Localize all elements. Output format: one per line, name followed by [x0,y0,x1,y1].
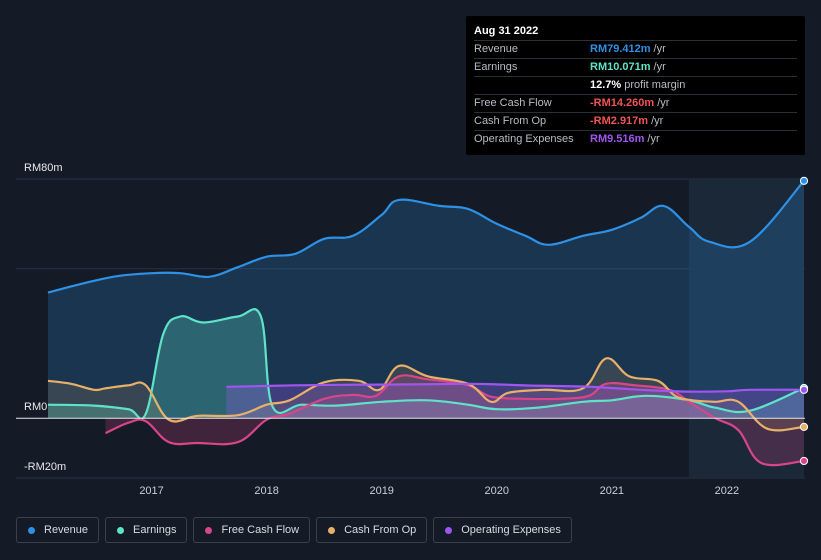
legend-dot-icon [445,526,453,534]
tooltip-row-unit: profit margin [624,79,686,91]
legend-dot-icon [28,526,35,534]
series-lines [47,180,805,467]
tooltip-row-value: -RM2.917m [590,115,649,127]
legend-label: Earnings [133,524,177,536]
highlight-region [688,179,804,478]
tooltip-date: Aug 31 2022 [474,25,539,37]
cash-from-op-line [47,357,805,432]
legend-item-revenue[interactable]: Revenue [16,517,100,543]
y-tick-label: -RM20m [24,461,66,473]
series-end-dots [799,176,809,466]
tooltip-row-label: Free Cash Flow [474,97,552,109]
legend-dot-icon [328,526,336,534]
tooltip-row-value: 12.7% [590,79,622,91]
operating-expenses-line [226,382,805,393]
cash-from-op-area [48,358,804,431]
tooltip-row-value: RM79.412m [590,43,651,55]
legend-label: Revenue [44,524,89,536]
cash-from-op-end-point [799,422,809,431]
revenue-line [47,180,805,294]
tooltip-row-label [474,77,590,94]
tooltip-row: 12.7% profit margin [474,76,797,94]
tooltip-row-label: Cash From Op [474,115,547,127]
tooltip-row-label: Operating Expenses [474,133,574,145]
tooltip-row-unit: /yr [657,97,670,109]
x-tick-label: 2017 [139,485,163,497]
x-axis-labels: 2017 2018 2019 2020 2021 2022 [139,485,739,497]
tooltip-row-unit: /yr [653,43,666,55]
tooltip-row-unit: /yr [651,115,664,127]
tooltip-row: Cash From Op -RM2.917m/yr [474,112,797,130]
tooltip-row: Free Cash Flow -RM14.260m/yr [474,94,797,112]
legend-dot-icon [205,526,213,534]
tooltip-row-label: Revenue [474,43,519,55]
tooltip-rows: Revenue RM79.412m/yr Earnings RM10.071m/yr 1… [474,40,797,148]
chart-legend: Revenue Earnings Free Cash Flow Cash From O… [16,517,572,543]
tooltip-row-value: -RM14.260m [590,97,655,109]
legend-label: Cash From Op [344,524,417,536]
x-tick-label: 2022 [715,485,739,497]
grid-lines [16,178,805,479]
series-areas [48,180,804,466]
tooltip-row-value: RM10.071m [590,61,651,73]
legend-label: Operating Expenses [461,524,561,536]
legend-label: Free Cash Flow [221,524,300,536]
legend-item-cash-from-op[interactable]: Cash From Op [316,517,428,543]
legend-item-free-cash-flow[interactable]: Free Cash Flow [193,517,311,543]
free-cash-flow-end-point [799,456,809,466]
revenue-end-point [799,176,809,185]
tooltip-row: Revenue RM79.412m/yr [474,40,797,58]
y-tick-label: RM80m [24,162,63,174]
operating-expenses-end-point [799,385,809,394]
legend-dot-icon [117,526,125,534]
tooltip-panel: Aug 31 2022 Revenue RM79.412m/yr Earnings R… [466,16,805,155]
tooltip-row: Operating Expenses RM9.516m/yr [474,130,797,148]
operating-expenses-area [226,383,804,419]
earnings-line [47,308,805,421]
x-tick-label: 2020 [485,485,509,497]
tooltip-row: Earnings RM10.071m/yr [474,58,797,76]
x-tick-label: 2019 [369,485,393,497]
tooltip-row-unit: /yr [647,133,660,145]
y-axis-labels: RM80m RM0 -RM20m [24,162,66,473]
x-tick-label: 2018 [254,485,278,497]
legend-item-operating-expenses[interactable]: Operating Expenses [433,517,572,543]
tooltip-row-label: Earnings [474,61,518,73]
legend-item-earnings[interactable]: Earnings [105,517,188,543]
earnings-area [48,309,804,419]
revenue-area [48,180,804,419]
tooltip-row-unit: /yr [653,61,666,73]
y-tick-label: RM0 [24,401,47,413]
tooltip-row-value: RM9.516m [590,133,645,145]
x-tick-label: 2021 [600,485,624,497]
